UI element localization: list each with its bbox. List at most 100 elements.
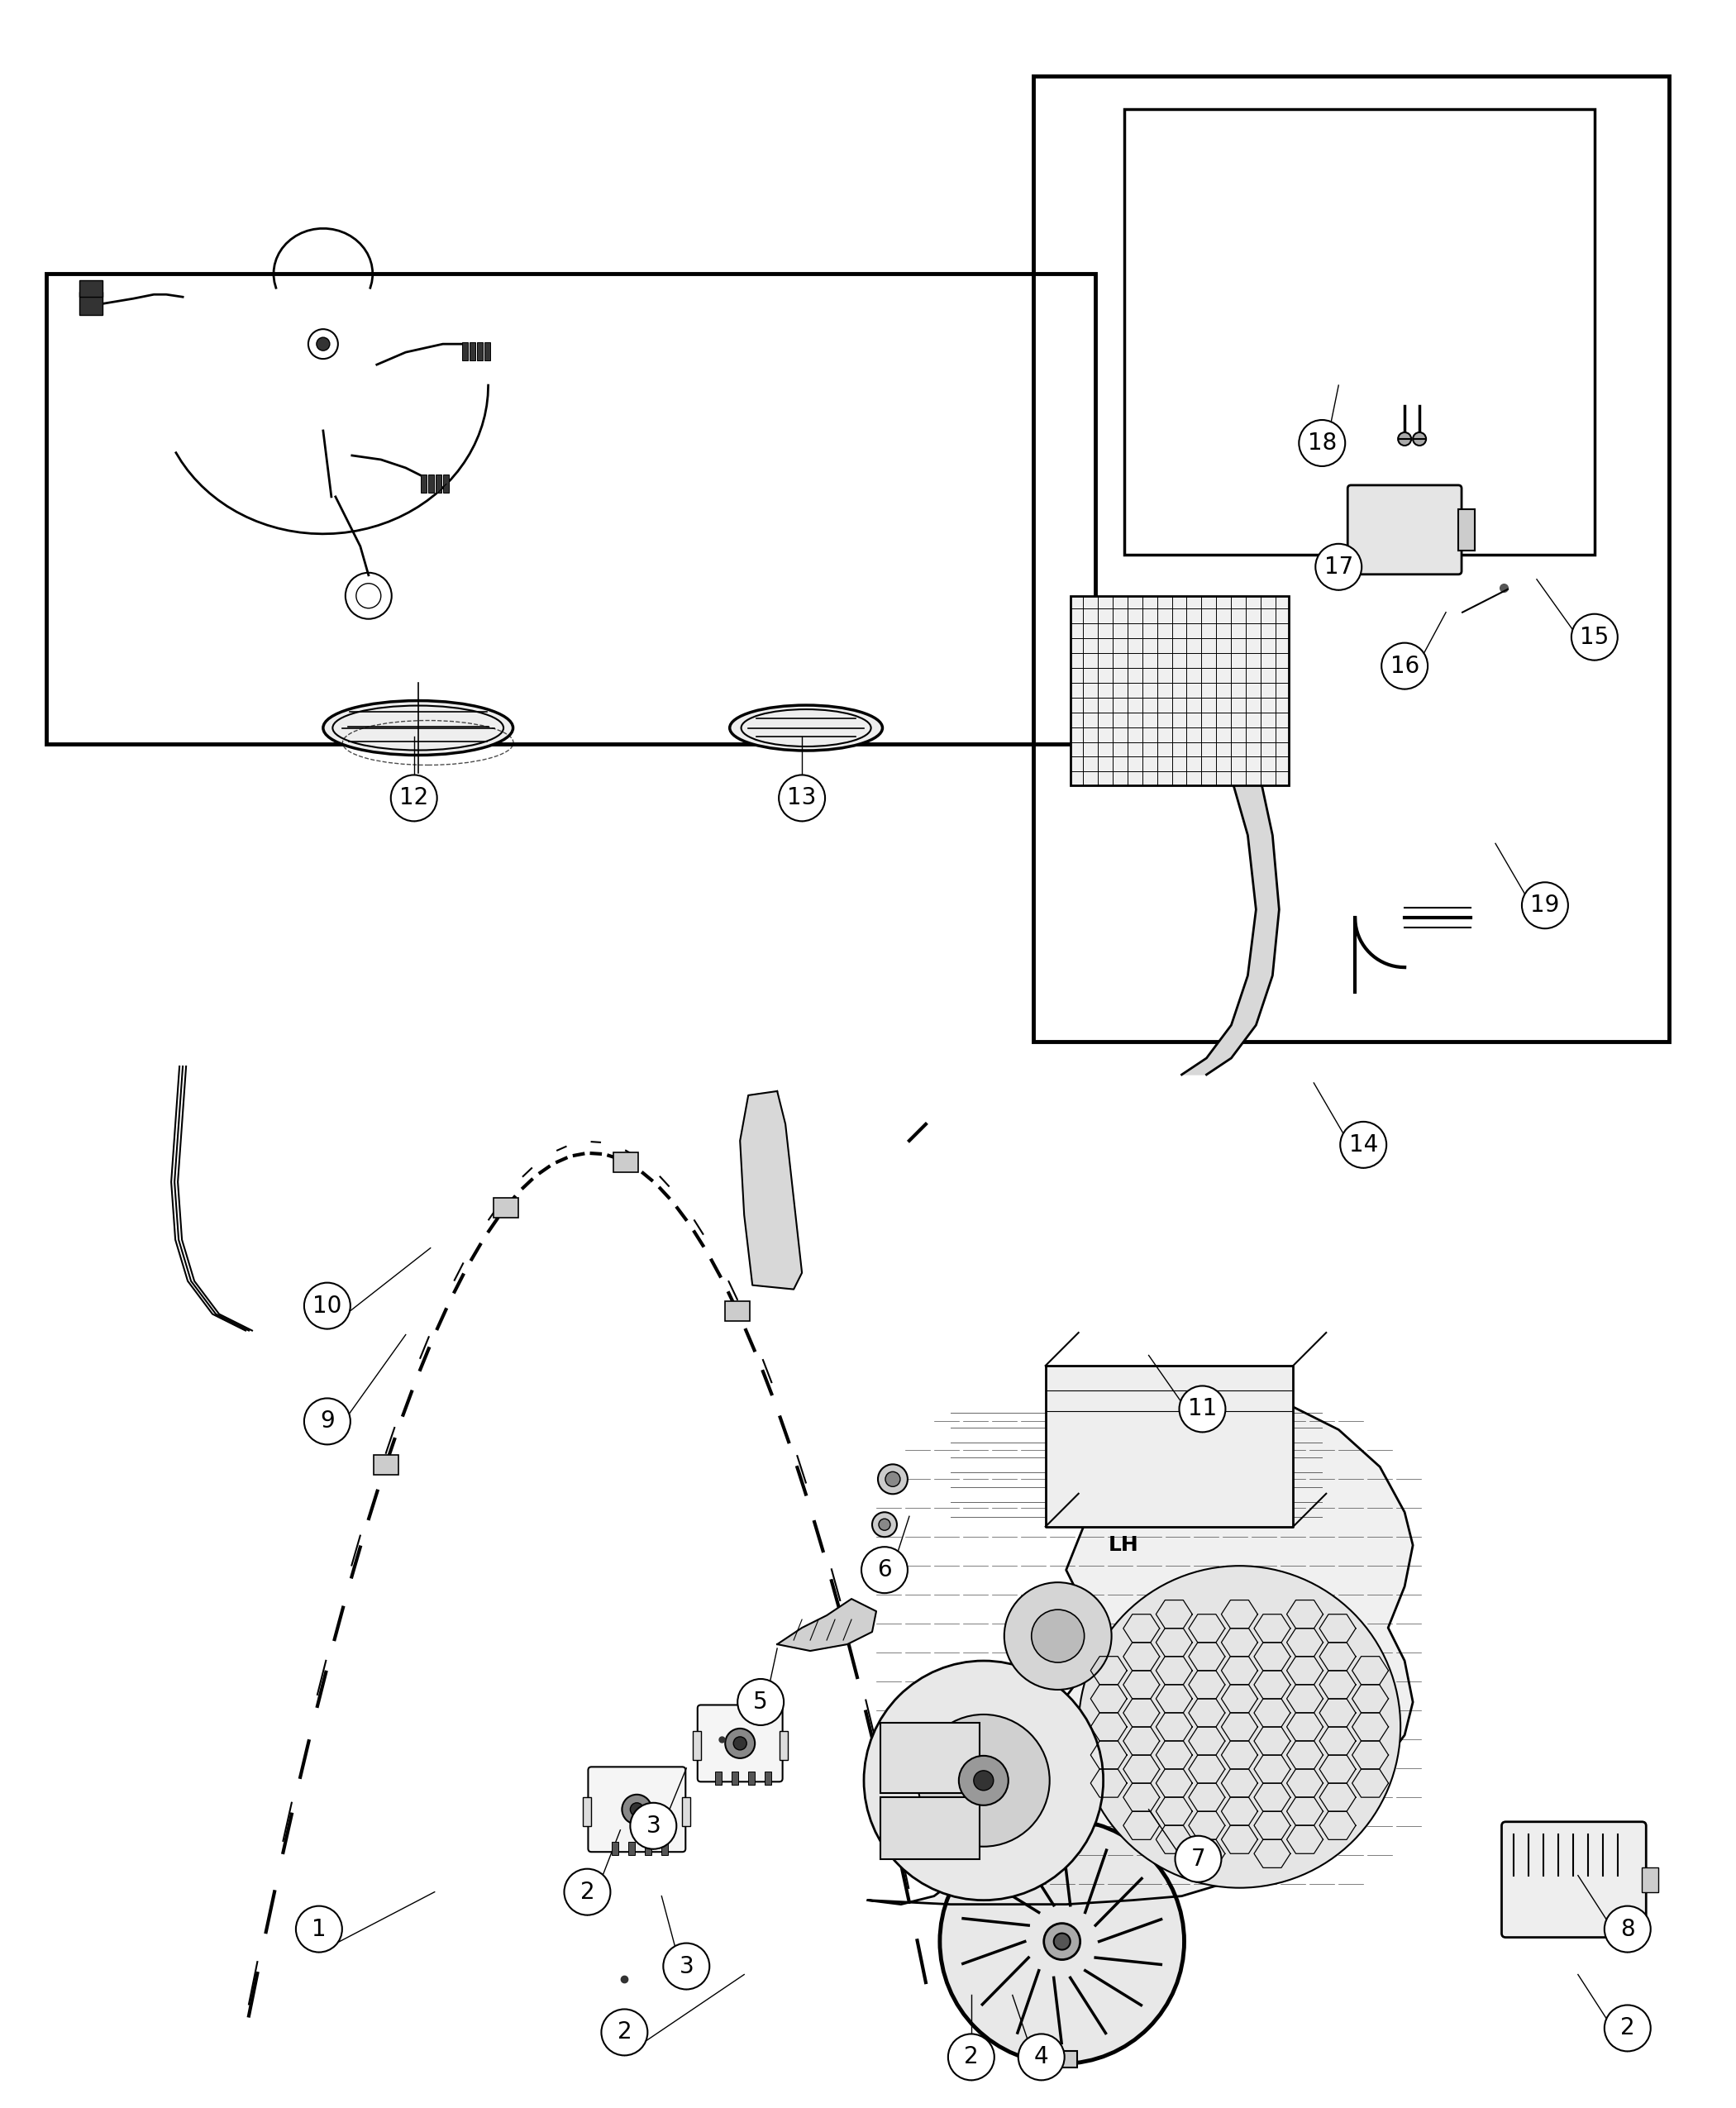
Bar (1033, 76, 1668, 1041)
Circle shape (316, 337, 330, 350)
FancyBboxPatch shape (698, 1705, 783, 1781)
Bar (420, 474, 427, 493)
Text: 10: 10 (312, 1294, 342, 1318)
Circle shape (871, 1511, 898, 1537)
Circle shape (861, 1547, 908, 1594)
Bar (628, 1842, 635, 1855)
Circle shape (564, 1870, 611, 1914)
Circle shape (621, 1794, 651, 1823)
Circle shape (878, 1518, 891, 1530)
Bar (80, 293, 102, 314)
Text: 17: 17 (1325, 554, 1352, 578)
Bar (726, 1301, 750, 1322)
Bar (880, 1796, 979, 1859)
Text: 2: 2 (618, 2022, 632, 2045)
Circle shape (974, 1771, 993, 1790)
Circle shape (918, 1714, 1050, 1847)
Bar (733, 1773, 738, 1785)
Bar (646, 1842, 651, 1855)
Text: 12: 12 (399, 786, 429, 809)
Bar (613, 1842, 618, 1855)
Circle shape (1316, 544, 1361, 590)
Bar (880, 1722, 979, 1794)
Bar (462, 341, 467, 360)
Bar (477, 341, 483, 360)
Text: 11: 11 (1187, 1398, 1217, 1421)
FancyBboxPatch shape (1502, 1821, 1646, 1937)
Circle shape (1604, 2005, 1651, 2051)
Circle shape (865, 1661, 1104, 1899)
Bar (1123, 110, 1594, 554)
Bar (613, 1153, 639, 1172)
Text: 13: 13 (788, 786, 816, 809)
Bar (583, 1796, 592, 1826)
Circle shape (1397, 432, 1411, 445)
Bar (748, 1773, 755, 1785)
Bar (682, 1796, 691, 1826)
FancyBboxPatch shape (589, 1767, 686, 1853)
Circle shape (779, 776, 825, 822)
Circle shape (958, 1756, 1009, 1804)
Bar (443, 474, 448, 493)
Circle shape (1571, 613, 1618, 660)
Text: 2: 2 (963, 2045, 979, 2068)
FancyBboxPatch shape (1347, 485, 1462, 573)
Ellipse shape (323, 700, 514, 755)
Circle shape (630, 1802, 677, 1849)
Text: 7: 7 (1191, 1847, 1205, 1870)
Bar (1071, 597, 1290, 786)
Text: 14: 14 (1349, 1134, 1378, 1157)
Circle shape (1522, 883, 1568, 928)
Bar (661, 1842, 668, 1855)
Polygon shape (868, 1389, 1413, 1904)
Bar (766, 1773, 771, 1785)
Circle shape (630, 1802, 644, 1815)
Circle shape (948, 2034, 995, 2081)
Bar (469, 341, 476, 360)
Bar (693, 1731, 701, 1760)
Bar (484, 341, 490, 360)
Circle shape (601, 2009, 648, 2055)
Polygon shape (1141, 620, 1279, 1075)
Circle shape (1078, 1566, 1401, 1889)
Polygon shape (778, 1598, 877, 1651)
Bar (429, 474, 434, 493)
Text: 19: 19 (1531, 894, 1559, 917)
Text: 15: 15 (1580, 626, 1609, 649)
Circle shape (663, 1944, 710, 1990)
Bar (779, 1731, 788, 1760)
Circle shape (1604, 1906, 1651, 1952)
Bar (1458, 510, 1476, 550)
Text: 8: 8 (1620, 1918, 1635, 1941)
Circle shape (885, 1471, 901, 1486)
Text: 1: 1 (312, 1918, 326, 1941)
Circle shape (1340, 1121, 1387, 1168)
Bar (47, 274, 1095, 744)
Text: 18: 18 (1307, 432, 1337, 455)
Bar (373, 1455, 398, 1476)
Text: 6: 6 (877, 1558, 892, 1581)
Polygon shape (1045, 1366, 1293, 1526)
Circle shape (304, 1398, 351, 1444)
Text: 2: 2 (580, 1880, 595, 1904)
Circle shape (738, 1678, 783, 1724)
Bar (1642, 1868, 1658, 1893)
Text: 9: 9 (319, 1410, 335, 1433)
Bar (493, 1197, 519, 1216)
Text: LH: LH (1109, 1535, 1139, 1556)
Circle shape (1179, 1385, 1226, 1431)
Circle shape (1031, 1611, 1085, 1663)
Circle shape (1043, 1922, 1080, 1960)
Text: 5: 5 (753, 1691, 767, 1714)
Circle shape (391, 776, 437, 822)
Circle shape (726, 1729, 755, 1758)
Bar (1047, 2051, 1076, 2068)
Circle shape (733, 1737, 746, 1750)
Circle shape (878, 1465, 908, 1495)
Text: 16: 16 (1391, 653, 1420, 677)
Circle shape (295, 1906, 342, 1952)
Bar (715, 1773, 722, 1785)
Text: 3: 3 (679, 1954, 694, 1977)
Bar (80, 280, 102, 297)
Circle shape (1003, 1583, 1111, 1691)
